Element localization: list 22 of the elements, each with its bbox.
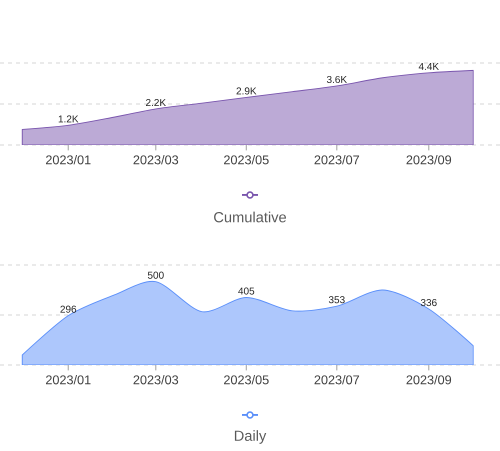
data-label: 2.2K [146, 99, 166, 106]
data-label: 3.6K [326, 76, 347, 84]
x-tick-label: 2023/09 [406, 155, 452, 165]
data-label: 405 [238, 288, 254, 295]
data-label: 296 [60, 306, 76, 313]
data-label: 500 [148, 272, 164, 279]
data-label: 2.9K [236, 88, 256, 95]
x-tick-label: 2023/07 [314, 155, 360, 165]
legend-label: Cumulative [214, 212, 286, 223]
data-label: 4.4K [418, 63, 439, 70]
x-tick-label: 2023/05 [224, 155, 269, 165]
x-tick-label: 2023/03 [134, 375, 178, 385]
x-tick-label: 2023/09 [406, 375, 452, 385]
x-tick-label: 2023/01 [46, 155, 91, 165]
x-tick-label: 2023/05 [224, 375, 269, 385]
data-label: 336 [420, 299, 437, 306]
x-tick-label: 2023/07 [314, 375, 360, 385]
data-label: 353 [328, 296, 345, 304]
data-label: 1.2K [58, 116, 78, 123]
x-tick-label: 2023/01 [46, 375, 91, 385]
x-tick-label: 2023/03 [134, 155, 178, 165]
text: Daily [234, 430, 266, 444]
